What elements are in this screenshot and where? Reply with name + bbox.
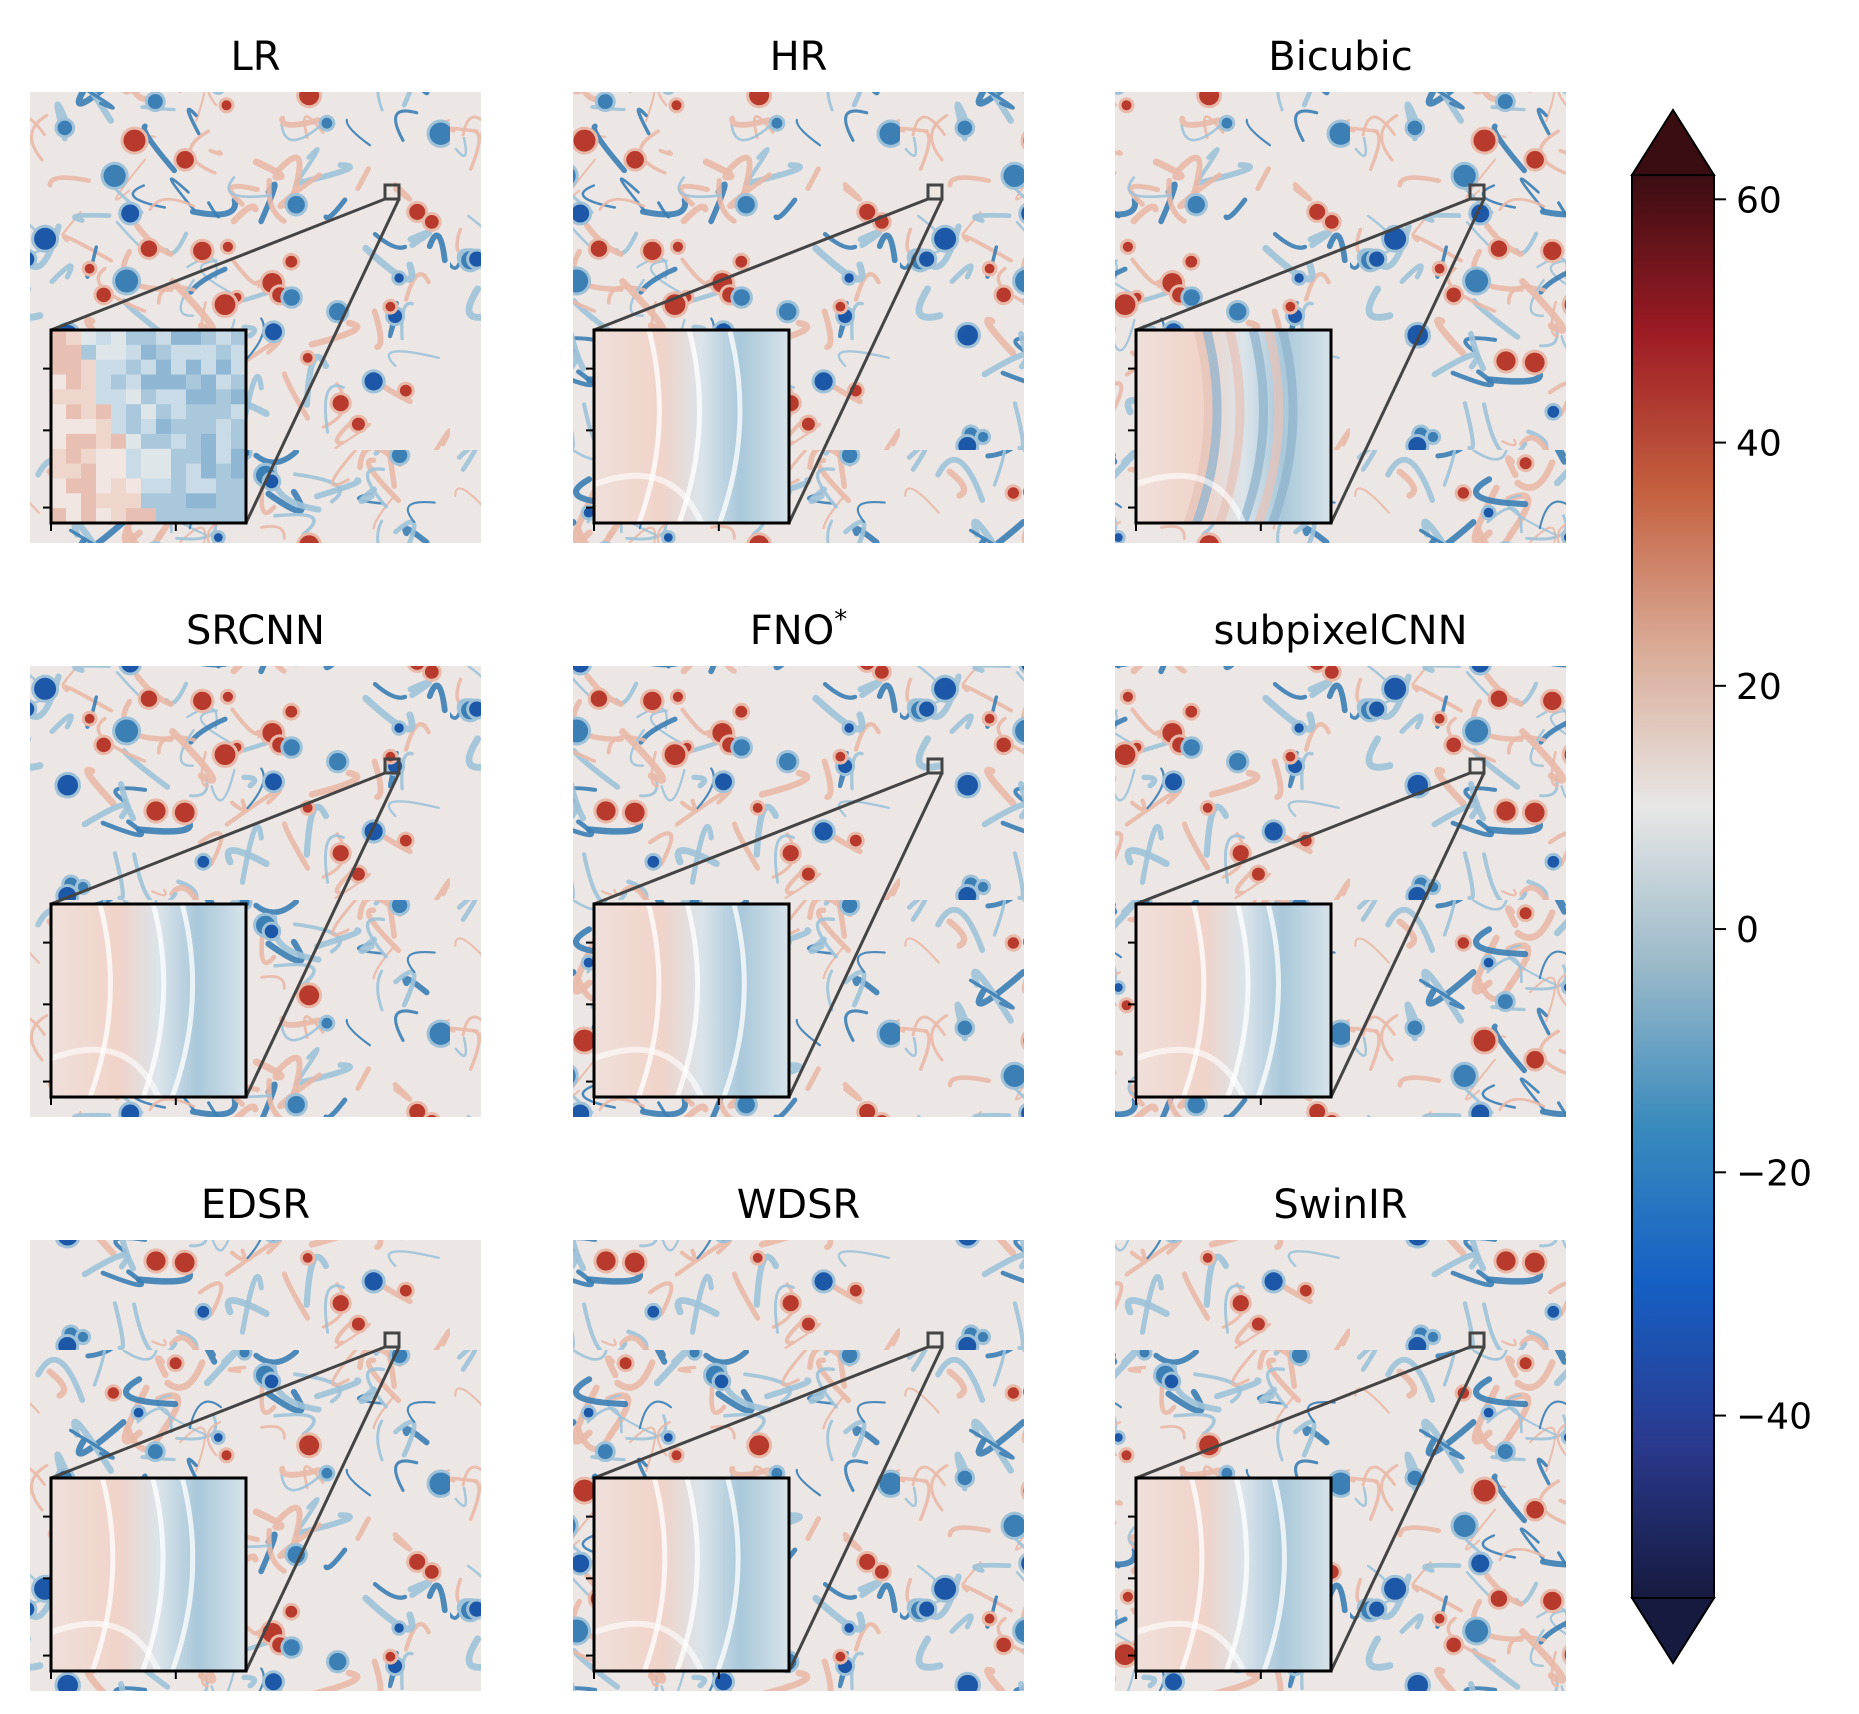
panel-title-text: EDSR	[201, 1182, 310, 1228]
zoom-connector-line	[50, 1345, 386, 1480]
panel-subpixelcnn: subpixelCNN	[1115, 608, 1566, 1117]
zoom-inset	[49, 1477, 246, 1673]
zoom-source-box	[1468, 1331, 1486, 1349]
zoom-connector-line	[244, 772, 401, 1098]
colorbar-tick-label: 60	[1736, 180, 1782, 221]
zoom-connector-line	[593, 1345, 929, 1480]
panel-edsr: EDSR	[30, 1182, 481, 1691]
zoom-inset-frame	[592, 1476, 791, 1673]
zoom-connector-line	[787, 1346, 944, 1672]
colorbar-tick-label: 0	[1736, 910, 1759, 951]
zoom-source-box	[1468, 183, 1486, 201]
zoom-inset-frame	[1134, 902, 1333, 1099]
zoom-inset-frame	[592, 328, 791, 525]
panel-hr: HR	[573, 34, 1024, 543]
colorbar: 60 40 20 0 −20 −40	[1630, 108, 1812, 1665]
colorbar-tick-label: 20	[1736, 667, 1782, 708]
panel-title-text: WDSR	[737, 1182, 861, 1228]
colorbar-tick-label: −40	[1736, 1397, 1812, 1438]
panel-title-text: SwinIR	[1273, 1182, 1407, 1228]
colorbar-extend-min	[1630, 1597, 1716, 1665]
panel-title: EDSR	[201, 1182, 310, 1228]
zoom-connector-line	[244, 1346, 401, 1672]
panel-title-text: subpixelCNN	[1213, 608, 1467, 654]
panel-bicubic: Bicubic	[1115, 34, 1566, 543]
panel-lr: LR	[30, 34, 481, 543]
panel-wdsr: WDSR	[573, 1182, 1024, 1691]
panel-fno: FNO*	[573, 605, 1024, 1117]
colorbar-extend-max	[1630, 108, 1716, 176]
colorbar-body	[1631, 174, 1715, 1599]
panel-title: Bicubic	[1268, 34, 1412, 80]
zoom-inset	[49, 903, 246, 1099]
zoom-inset	[1134, 903, 1331, 1099]
panel-title: subpixelCNN	[1213, 608, 1467, 654]
colorbar-tick-label: 40	[1736, 424, 1782, 465]
zoom-connector-line	[1329, 1346, 1486, 1672]
zoom-inset-frame	[49, 902, 248, 1099]
panel-title-text: LR	[230, 34, 280, 80]
panel-title: FNO*	[750, 605, 847, 654]
zoom-source-box	[926, 183, 944, 201]
zoom-connector-line	[1329, 772, 1486, 1098]
zoom-source-box	[1468, 757, 1486, 775]
panel-title: SRCNN	[186, 608, 325, 654]
zoom-connector-line	[1135, 197, 1471, 332]
panel-srcnn: SRCNN	[30, 608, 481, 1117]
zoom-source-box	[926, 757, 944, 775]
zoom-connector-line	[593, 197, 929, 332]
panel-title: HR	[770, 34, 828, 80]
panel-title-text: Bicubic	[1268, 34, 1412, 80]
zoom-inset	[592, 903, 789, 1099]
zoom-connector-line	[1329, 198, 1486, 524]
zoom-inset	[592, 329, 789, 525]
panel-grid: LR HR Bicubic SRCNN FNO* subpixelCNN EDSR WDSR S…	[30, 34, 1566, 1691]
zoom-inset	[51, 330, 247, 524]
zoom-source-box	[383, 183, 401, 201]
panel-title-superscript: *	[834, 605, 847, 635]
zoom-connector-line	[50, 197, 386, 332]
zoom-connector-line	[50, 771, 386, 906]
zoom-source-box	[926, 1331, 944, 1349]
zoom-inset-frame	[1134, 1476, 1333, 1673]
panel-title: SwinIR	[1273, 1182, 1407, 1228]
panel-title-text: HR	[770, 34, 828, 80]
colorbar-tick-label: −20	[1736, 1153, 1812, 1194]
panel-title: LR	[230, 34, 280, 80]
zoom-inset	[592, 1477, 789, 1673]
zoom-connector-line	[244, 198, 401, 524]
zoom-inset	[1134, 1477, 1331, 1673]
zoom-inset-frame	[49, 1476, 248, 1673]
panel-title-text: SRCNN	[186, 608, 325, 654]
zoom-inset-frame	[1134, 328, 1333, 525]
zoom-source-box	[383, 757, 401, 775]
zoom-inset	[1134, 328, 1331, 525]
zoom-connector-line	[787, 772, 944, 1098]
panel-title: WDSR	[737, 1182, 861, 1228]
zoom-source-box	[383, 1331, 401, 1349]
zoom-connector-line	[1135, 771, 1471, 906]
zoom-connector-line	[1135, 1345, 1471, 1480]
zoom-inset-frame	[49, 328, 248, 525]
zoom-inset-frame	[592, 902, 791, 1099]
zoom-connector-line	[787, 198, 944, 524]
panel-swinir: SwinIR	[1115, 1182, 1566, 1691]
zoom-connector-line	[593, 771, 929, 906]
panel-title-text: FNO	[750, 608, 834, 654]
